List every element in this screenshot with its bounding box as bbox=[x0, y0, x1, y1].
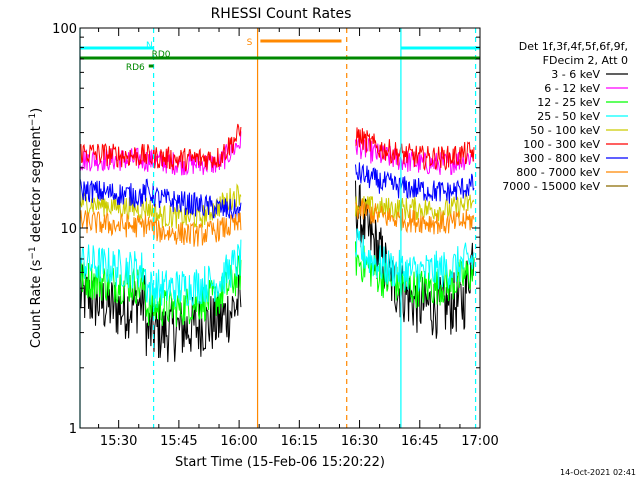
x-tick-label-0: 15:30 bbox=[100, 434, 137, 449]
legend-label-7: 800 - 7000 keV bbox=[516, 166, 600, 179]
y-tick-label-0: 1 bbox=[69, 422, 77, 437]
x-tick-label-1: 15:45 bbox=[160, 434, 197, 449]
legend-label-5: 100 - 300 keV bbox=[523, 138, 600, 151]
series-line-7 bbox=[80, 198, 475, 247]
state-bar-label-2: RD0 bbox=[152, 50, 171, 60]
x-tick-label-5: 16:45 bbox=[401, 434, 438, 449]
y-axis-label-main: Count Rate (s bbox=[29, 259, 44, 348]
y-axis-label-exp2: −1 bbox=[28, 113, 38, 126]
x-tick-label-4: 16:30 bbox=[341, 434, 378, 449]
legend-header-line-1: Det 1f,3f,4f,5f,6f,9f, bbox=[519, 40, 628, 53]
legend-label-1: 6 - 12 keV bbox=[544, 82, 600, 95]
series-line-3 bbox=[80, 228, 475, 309]
legend-label-0: 3 - 6 keV bbox=[551, 68, 600, 81]
x-tick-label-2: 16:00 bbox=[220, 434, 257, 449]
x-tick-label-6: 17:00 bbox=[461, 434, 498, 449]
y-axis-label-mid: detector segment bbox=[29, 126, 44, 246]
footer-timestamp: 14-Oct-2021 02:41 bbox=[560, 468, 636, 477]
y-axis-label: Count Rate (s−1 detector segment−1) bbox=[28, 108, 44, 348]
y-axis-label-close: ) bbox=[29, 108, 44, 113]
y-tick-label-1: 10 bbox=[60, 222, 77, 237]
legend-label-3: 25 - 50 keV bbox=[537, 110, 600, 123]
legend-label-2: 12 - 25 keV bbox=[537, 96, 600, 109]
state-bar-label-4: S bbox=[247, 38, 253, 48]
y-axis: 1 10 100 bbox=[52, 22, 480, 437]
series-line-5 bbox=[80, 123, 475, 172]
series-line-6 bbox=[80, 162, 475, 223]
series-layer bbox=[80, 123, 475, 363]
x-axis-label: Start Time (15-Feb-06 15:20:22) bbox=[175, 455, 385, 470]
legend-label-6: 300 - 800 keV bbox=[523, 152, 600, 165]
legend-label-8: 7000 - 15000 keV bbox=[502, 180, 600, 193]
x-tick-label-3: 16:15 bbox=[281, 434, 318, 449]
x-axis: 15:30 15:45 16:00 16:15 16:30 16:45 17:00 bbox=[98, 28, 499, 449]
y-axis-label-exp1: −1 bbox=[28, 246, 38, 259]
legend-header-line-2: FDecim 2, Att 0 bbox=[543, 54, 628, 67]
legend-label-4: 50 - 100 keV bbox=[530, 124, 600, 137]
chart-title: RHESSI Count Rates bbox=[211, 6, 352, 22]
state-bar-label-0: N bbox=[146, 41, 153, 51]
y-tick-label-2: 100 bbox=[52, 22, 77, 37]
legend: Det 1f,3f,4f,5f,6f,9f, FDecim 2, Att 0 3… bbox=[502, 40, 628, 193]
state-bar-label-3: RD6 bbox=[126, 63, 145, 73]
